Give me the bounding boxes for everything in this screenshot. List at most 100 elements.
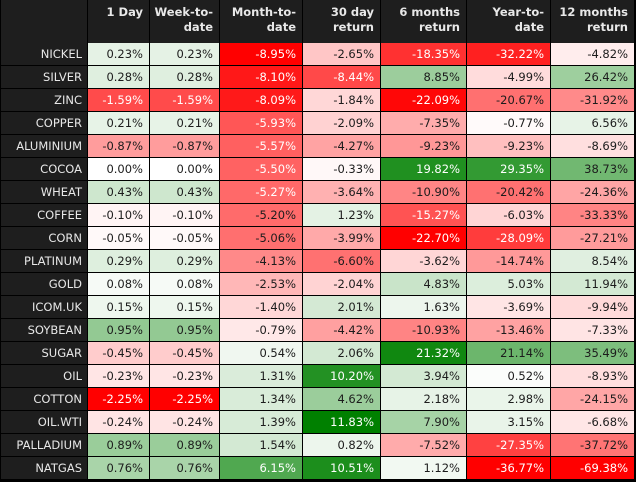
heatmap-cell: -0.87% <box>88 135 150 158</box>
heatmap-row: GOLD 0.08% 0.08% -2.53% -2.04% 4.83% 5.03% 11.9… <box>1 273 635 296</box>
heatmap-cell: -2.25% <box>88 388 150 411</box>
heatmap-cell: -36.77% <box>467 457 551 480</box>
row-label-nickel: NICKEL <box>1 43 88 66</box>
heatmap-cell: 4.62% <box>303 388 381 411</box>
heatmap-cell: -6.03% <box>467 204 551 227</box>
row-label-cocoa: COCOA <box>1 158 88 181</box>
heatmap-cell: 29.35% <box>467 158 551 181</box>
heatmap-row: WHEAT 0.43% 0.43% -5.27% -3.64% -10.90% -20.42… <box>1 181 635 204</box>
heatmap-cell: 0.82% <box>303 434 381 457</box>
heatmap-cell: -28.09% <box>467 227 551 250</box>
heatmap-cell: 0.28% <box>88 66 150 89</box>
heatmap-cell: 0.95% <box>88 319 150 342</box>
heatmap-cell: -8.10% <box>220 66 303 89</box>
heatmap-cell: 6.56% <box>551 112 635 135</box>
row-label-silver: SILVER <box>1 66 88 89</box>
heatmap-row: PLATINUM 0.29% 0.29% -4.13% -6.60% -3.62% -14.… <box>1 250 635 273</box>
heatmap-cell: -5.27% <box>220 181 303 204</box>
heatmap-cell: -5.20% <box>220 204 303 227</box>
heatmap-row: COFFEE -0.10% -0.10% -5.20% 1.23% -15.27% -6.0… <box>1 204 635 227</box>
row-label-oil: OIL <box>1 365 88 388</box>
heatmap-cell: 0.89% <box>150 434 220 457</box>
heatmap-cell: 0.29% <box>150 250 220 273</box>
heatmap-cell: 21.32% <box>381 342 467 365</box>
heatmap-cell: -27.21% <box>551 227 635 250</box>
heatmap-cell: 1.12% <box>381 457 467 480</box>
heatmap-cell: 8.54% <box>551 250 635 273</box>
heatmap-cell: 1.39% <box>220 411 303 434</box>
heatmap-cell: 10.51% <box>303 457 381 480</box>
heatmap-cell: -8.09% <box>220 89 303 112</box>
heatmap-cell: -4.42% <box>303 319 381 342</box>
heatmap-cell: 0.28% <box>150 66 220 89</box>
heatmap-cell: -8.69% <box>551 135 635 158</box>
row-label-palladium: PALLADIUM <box>1 434 88 457</box>
heatmap-cell: -33.33% <box>551 204 635 227</box>
heatmap-cell: 1.54% <box>220 434 303 457</box>
row-label-platinum: PLATINUM <box>1 250 88 273</box>
heatmap-cell: 35.49% <box>551 342 635 365</box>
heatmap-cell: 0.00% <box>150 158 220 181</box>
heatmap-cell: -2.65% <box>303 43 381 66</box>
heatmap-cell: -15.27% <box>381 204 467 227</box>
heatmap-cell: -69.38% <box>551 457 635 480</box>
heatmap-cell: 0.23% <box>150 43 220 66</box>
heatmap-row: NICKEL 0.23% 0.23% -8.95% -2.65% -18.35% -32.2… <box>1 43 635 66</box>
heatmap-row: COPPER 0.21% 0.21% -5.93% -2.09% -7.35% -0.77%… <box>1 112 635 135</box>
row-label-zinc: ZINC <box>1 89 88 112</box>
heatmap-cell: 0.95% <box>150 319 220 342</box>
heatmap-cell: -1.84% <box>303 89 381 112</box>
column-header-12-months-return: 12 months return <box>551 0 635 43</box>
column-header-1-day: 1 Day <box>88 0 150 43</box>
column-header-6-months-return: 6 months return <box>381 0 467 43</box>
heatmap-cell: 0.29% <box>88 250 150 273</box>
heatmap-cell: -3.64% <box>303 181 381 204</box>
heatmap-cell: -5.06% <box>220 227 303 250</box>
heatmap-cell: 0.76% <box>88 457 150 480</box>
heatmap-cell: 26.42% <box>551 66 635 89</box>
heatmap-row: ICOM.UK 0.15% 0.15% -1.40% 2.01% 1.63% -3.69% -… <box>1 296 635 319</box>
heatmap-cell: 8.85% <box>381 66 467 89</box>
heatmap-cell: -2.53% <box>220 273 303 296</box>
heatmap-cell: -0.23% <box>88 365 150 388</box>
heatmap-cell: 0.21% <box>150 112 220 135</box>
heatmap-cell: -4.27% <box>303 135 381 158</box>
heatmap-row: COTTON -2.25% -2.25% 1.34% 4.62% 2.18% 2.98% -2… <box>1 388 635 411</box>
heatmap-cell: 10.20% <box>303 365 381 388</box>
heatmap-cell: -37.72% <box>551 434 635 457</box>
row-label-aluminium: ALUMINIUM <box>1 135 88 158</box>
heatmap-cell: -27.35% <box>467 434 551 457</box>
column-header-year-to-date: Year-to-date <box>467 0 551 43</box>
column-header-30-day-return: 30 day return <box>303 0 381 43</box>
heatmap-cell: -32.22% <box>467 43 551 66</box>
row-label-oil-wti: OIL.WTI <box>1 411 88 434</box>
heatmap-cell: 0.15% <box>150 296 220 319</box>
heatmap-cell: -3.99% <box>303 227 381 250</box>
heatmap-cell: -0.24% <box>150 411 220 434</box>
heatmap-cell: 0.89% <box>88 434 150 457</box>
heatmap-cell: -7.33% <box>551 319 635 342</box>
heatmap-cell: -1.40% <box>220 296 303 319</box>
heatmap-cell: 5.03% <box>467 273 551 296</box>
heatmap-row: ALUMINIUM -0.87% -0.87% -5.57% -4.27% -9.23% -… <box>1 135 635 158</box>
heatmap-cell: 21.14% <box>467 342 551 365</box>
row-label-copper: COPPER <box>1 112 88 135</box>
heatmap-cell: -6.68% <box>551 411 635 434</box>
heatmap-cell: -2.04% <box>303 273 381 296</box>
heatmap-row: CORN -0.05% -0.05% -5.06% -3.99% -22.70% -28.0… <box>1 227 635 250</box>
heatmap-cell: 0.21% <box>88 112 150 135</box>
heatmap-cell: -7.35% <box>381 112 467 135</box>
column-header-week-to-date: Week-to-date <box>150 0 220 43</box>
heatmap-cell: 1.63% <box>381 296 467 319</box>
heatmap-row: SUGAR -0.45% -0.45% 0.54% 2.06% 21.32% 21.14% 3… <box>1 342 635 365</box>
column-header-month-to-date: Month-to-date <box>220 0 303 43</box>
heatmap-row: COCOA 0.00% 0.00% -5.50% -0.33% 19.82% 29.35% 3… <box>1 158 635 181</box>
row-label-gold: GOLD <box>1 273 88 296</box>
heatmap-cell: -24.15% <box>551 388 635 411</box>
heatmap-cell: -0.10% <box>150 204 220 227</box>
corner-cell <box>1 0 88 43</box>
heatmap-cell: -0.24% <box>88 411 150 434</box>
heatmap-cell: -0.05% <box>150 227 220 250</box>
heatmap-cell: -0.77% <box>467 112 551 135</box>
